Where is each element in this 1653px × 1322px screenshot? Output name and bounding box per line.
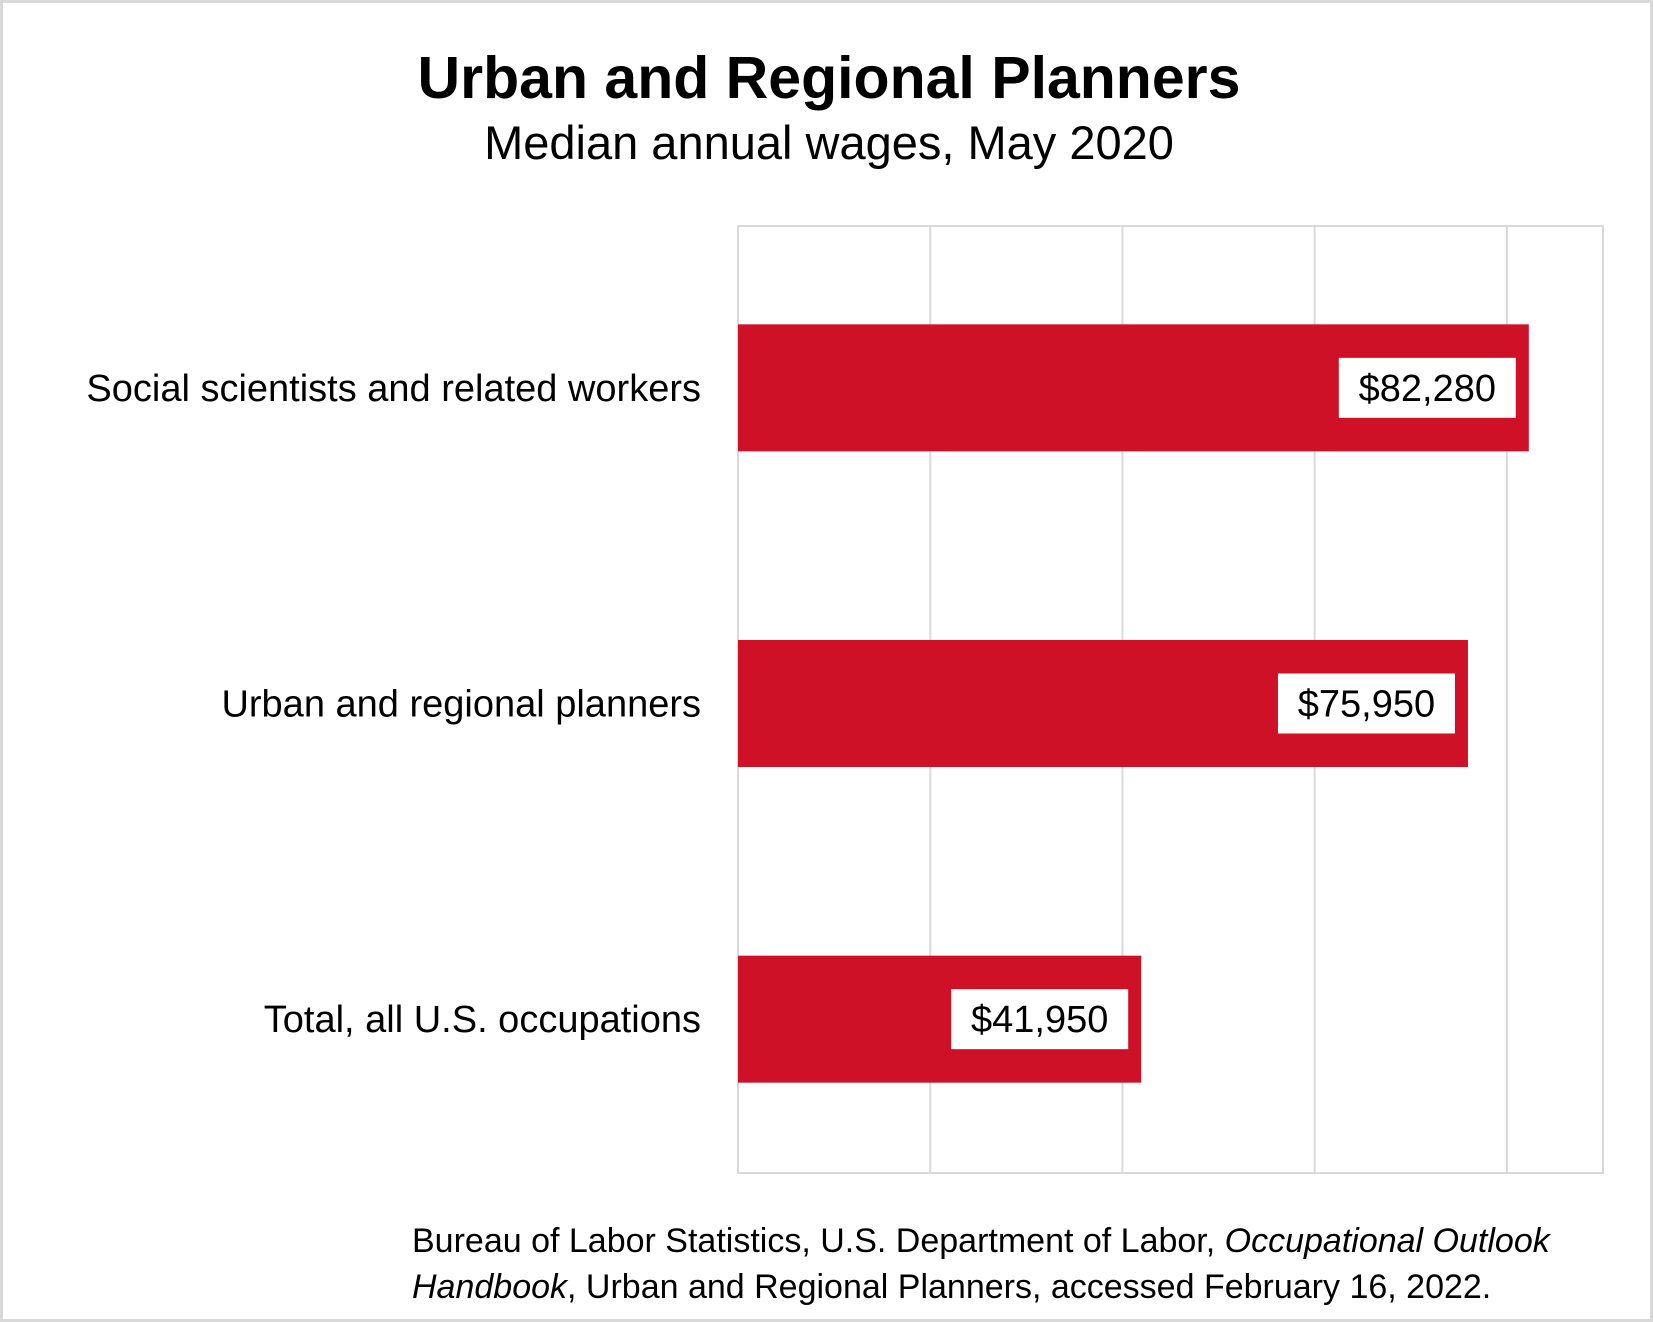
chart-subtitle: Median annual wages, May 2020 — [484, 116, 1174, 169]
category-label: Urban and regional planners — [221, 684, 701, 726]
data-label: $75,950 — [1298, 684, 1435, 726]
source-note-line-1: Bureau of Labor Statistics, U.S. Departm… — [412, 1222, 1552, 1260]
data-label: $82,280 — [1359, 368, 1496, 410]
source-note-line-2: Handbook, Urban and Regional Planners, a… — [412, 1268, 1491, 1306]
chart-title: Urban and Regional Planners — [418, 45, 1241, 111]
bar-chart: Urban and Regional Planners Median annua… — [86, 45, 1604, 1306]
category-label: Social scientists and related workers — [86, 368, 701, 410]
data-label-box — [951, 989, 1129, 1050]
source-text: , Urban and Regional Planners, accessed … — [567, 1268, 1491, 1306]
source-publication: Handbook — [412, 1268, 569, 1306]
category-label: Total, all U.S. occupations — [264, 999, 701, 1041]
source-publication: Occupational Outlook — [1225, 1222, 1552, 1260]
data-label-box — [1277, 673, 1455, 734]
data-label-box — [1338, 357, 1516, 418]
bars: Social scientists and related workers $82… — [86, 324, 1529, 1083]
source-text: Bureau of Labor Statistics, U.S. Departm… — [412, 1222, 1225, 1260]
data-label: $41,950 — [971, 999, 1108, 1041]
